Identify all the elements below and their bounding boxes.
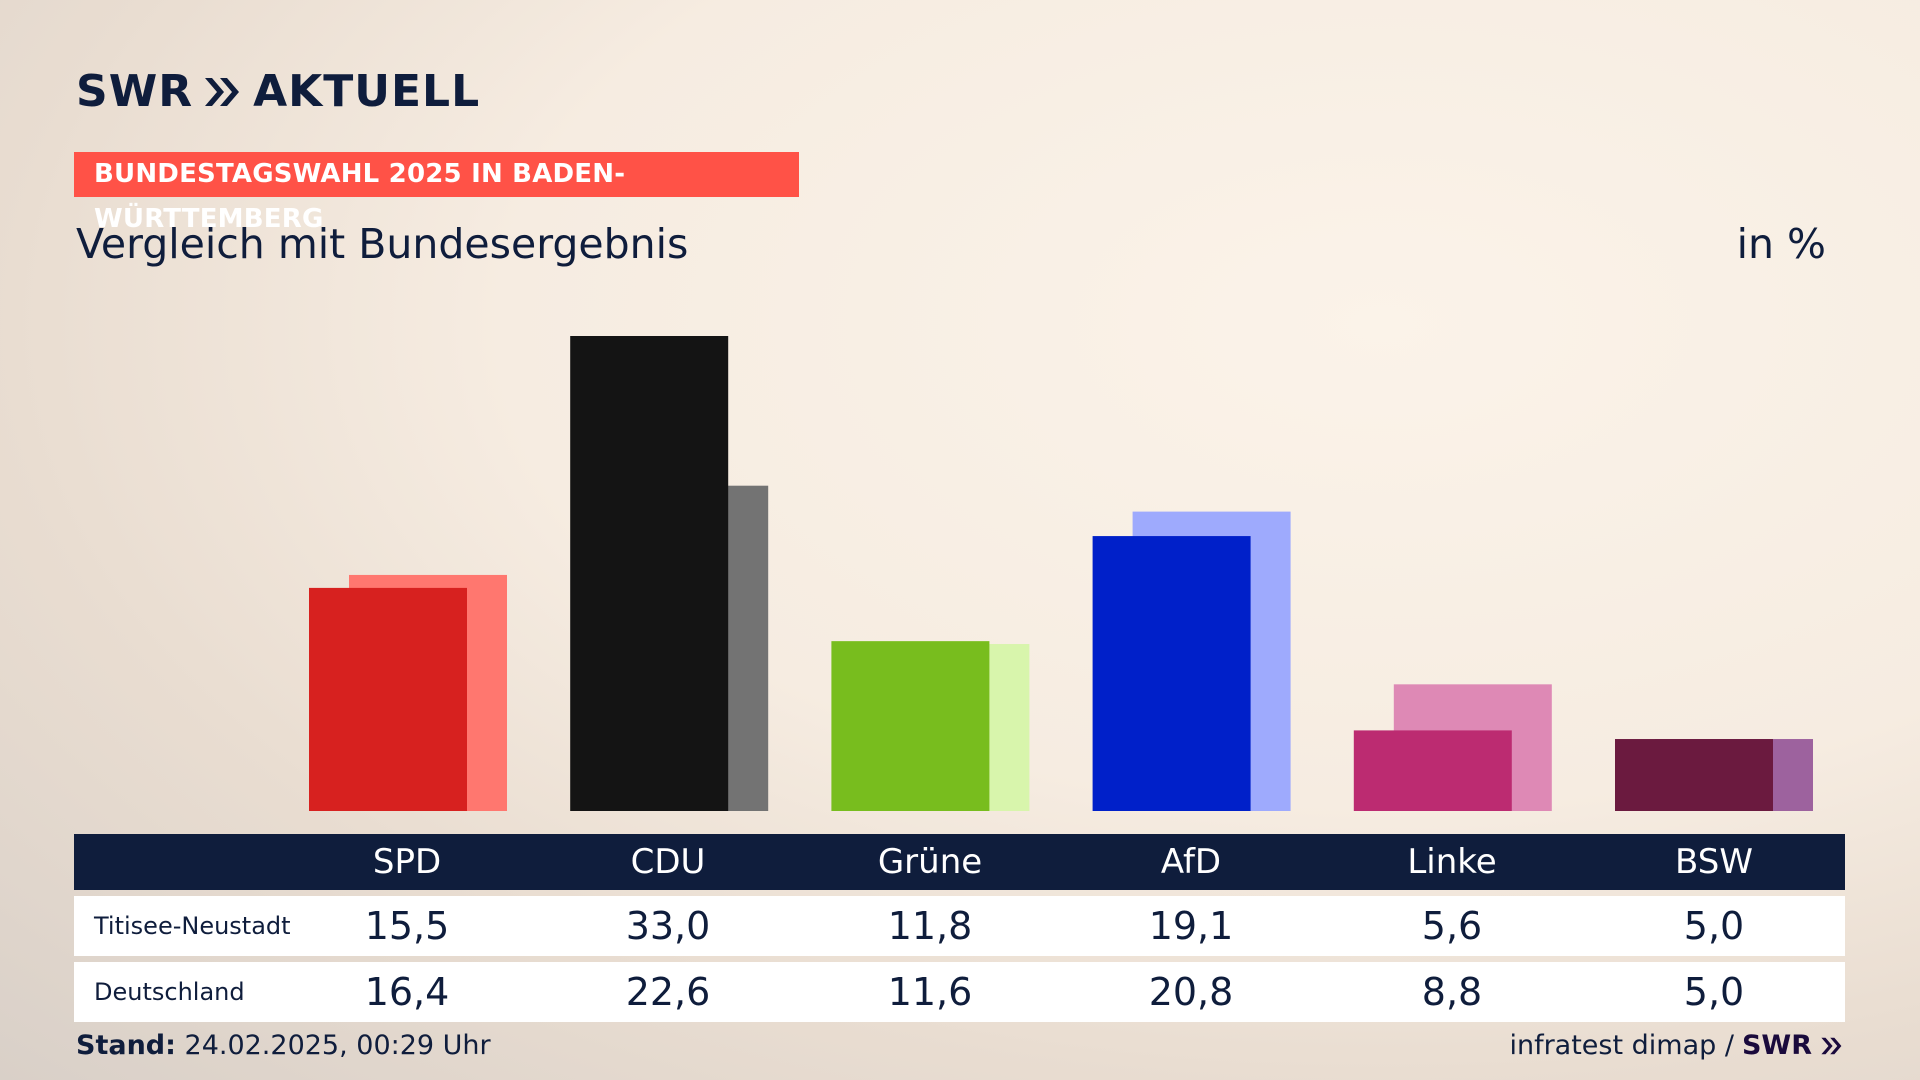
value-cell: 33,0 [625, 904, 711, 948]
value-cell: 11,6 [887, 970, 973, 1014]
value-cell: 22,6 [625, 970, 711, 1014]
value-cell: 8,8 [1421, 970, 1483, 1014]
value-cell: 16,4 [364, 970, 450, 1014]
logo-swr-text: SWR [76, 66, 194, 117]
unit-label: in % [1736, 220, 1826, 268]
table-header-row: SPD CDU Grüne AfD Linke BSW [74, 834, 1845, 890]
value-cell: 15,5 [364, 904, 450, 948]
header-party-spd: SPD [372, 842, 442, 882]
source-swr-logo: SWR [1741, 1030, 1812, 1061]
timestamp: Stand: 24.02.2025, 00:29 Uhr [76, 1030, 491, 1061]
value-cell: 20,8 [1148, 970, 1234, 1014]
row-label: Titisee-Neustadt [94, 912, 291, 940]
logo-aktuell-text: AKTUELL [253, 66, 481, 117]
header-party-afd: AfD [1160, 842, 1222, 882]
header-party-gruene: Grüne [877, 842, 983, 882]
bar-titisee-neustadt-afd [1092, 536, 1251, 811]
logo-chevron-icon [205, 77, 240, 106]
value-cell: 19,1 [1148, 904, 1234, 948]
value-cell: 11,8 [887, 904, 973, 948]
chart-subtitle: Vergleich mit Bundesergebnis [76, 220, 689, 268]
header-party-cdu: CDU [630, 842, 706, 882]
header-party-linke: Linke [1407, 842, 1497, 882]
source-text: infratest dimap / [1509, 1030, 1734, 1061]
stand-value: 24.02.2025, 00:29 Uhr [184, 1030, 491, 1061]
bar-titisee-neustadt-cdu [570, 336, 729, 811]
stand-label: Stand: [76, 1030, 176, 1061]
bar-titisee-neustadt-spd [309, 587, 467, 811]
election-tag: BUNDESTAGSWAHL 2025 IN BADEN-WÜRTTEMBERG [74, 152, 799, 234]
bar-titisee-neustadt-linke [1353, 730, 1512, 811]
results-table: SPD CDU Grüne AfD Linke BSW Titisee-Neus… [74, 834, 1845, 1022]
table-row: Deutschland 16,4 22,6 11,6 20,8 8,8 5,0 [74, 962, 1845, 1022]
value-cell: 5,6 [1421, 904, 1483, 948]
swr-aktuell-logo: SWR AKTUELL [76, 66, 480, 117]
bar-titisee-neustadt-gruene [831, 641, 990, 811]
table-row: Titisee-Neustadt 15,5 33,0 11,8 19,1 5,6… [74, 896, 1845, 956]
value-cell: 5,0 [1683, 970, 1745, 1014]
bar-chart [309, 336, 1813, 811]
bar-titisee-neustadt-bsw [1615, 739, 1773, 811]
value-cell: 5,0 [1683, 904, 1745, 948]
source-chevron-icon [1821, 1037, 1842, 1054]
row-label: Deutschland [94, 978, 245, 1006]
source-credit: infratest dimap / SWR [1509, 1030, 1844, 1061]
header-party-bsw: BSW [1675, 842, 1753, 882]
